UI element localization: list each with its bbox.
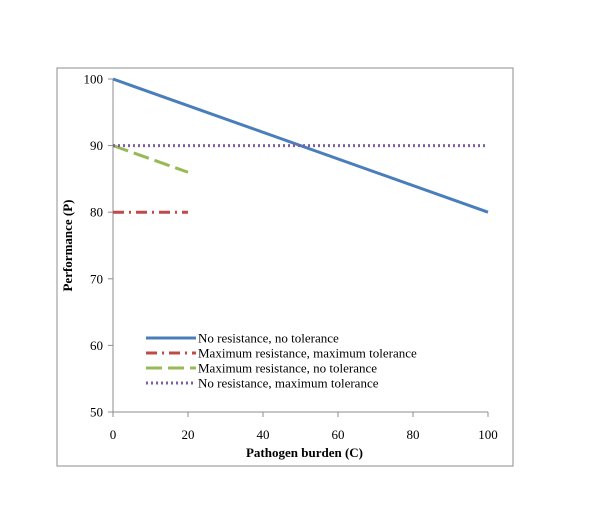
legend-label-1: No resistance, no tolerance [198, 331, 339, 346]
tick-marks [108, 78, 489, 417]
x-tick-label: 100 [478, 427, 498, 442]
y-tick-label: 70 [90, 271, 103, 286]
y-tick-label: 90 [90, 138, 103, 153]
series-lines [112, 77, 489, 214]
legend-label-3: Maximum resistance, no tolerance [198, 361, 377, 376]
legend-label-2: Maximum resistance, maximum tolerance [198, 346, 417, 361]
y-tick-label: 50 [90, 405, 103, 420]
series-line-1 [112, 77, 489, 214]
y-axis-title: Performance (P) [60, 199, 75, 291]
x-axis-title: Pathogen burden (C) [246, 445, 363, 460]
x-tick-label: 20 [182, 427, 195, 442]
x-tick-label: 60 [332, 427, 345, 442]
legend-label-4: No resistance, maximum tolerance [198, 376, 379, 391]
y-tick-label: 80 [90, 205, 103, 220]
x-tick-label: 80 [407, 427, 420, 442]
x-tick-label: 40 [257, 427, 270, 442]
y-tick-label: 100 [84, 72, 104, 87]
chart-frame [56, 67, 514, 467]
tick-labels: 50 60 70 80 90 100 0 20 40 60 80 100 [84, 72, 498, 443]
axes [112, 79, 488, 413]
x-tick-label: 0 [110, 427, 117, 442]
series-line-3 [112, 144, 189, 174]
y-tick-label: 60 [90, 338, 103, 353]
